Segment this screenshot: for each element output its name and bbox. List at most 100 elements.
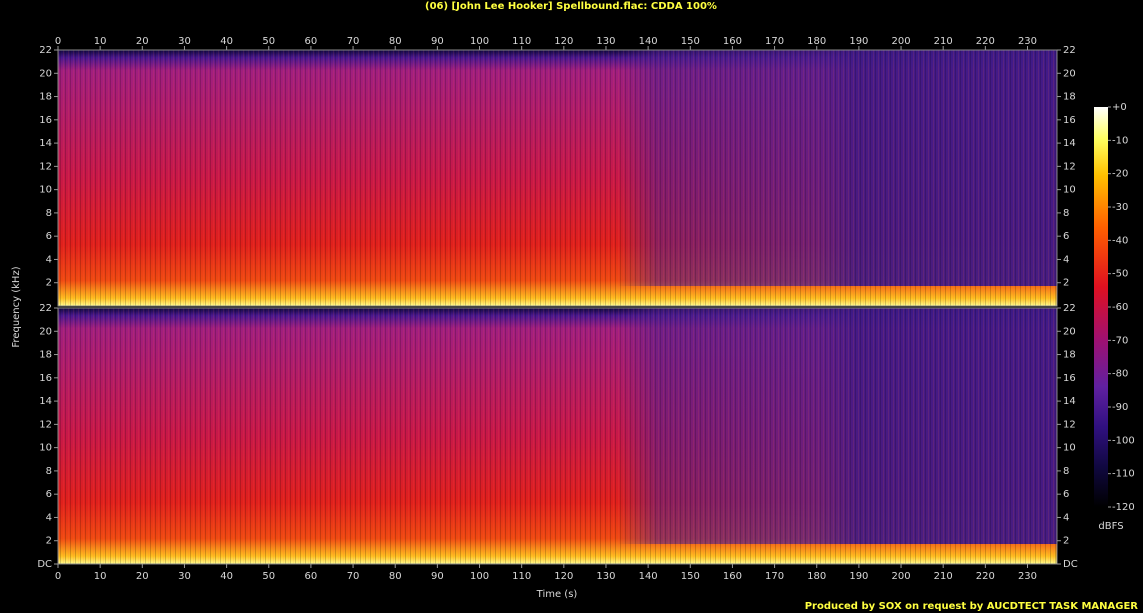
x-tick-label-top: 210 [934,36,953,47]
channel-2-texture [58,308,1057,564]
x-tick-label-bottom: 150 [681,571,700,582]
x-tick-label-bottom: 200 [891,571,910,582]
x-tick-label-bottom: 40 [220,571,233,582]
colorbar-tick-label: -100 [1112,435,1135,446]
x-tick-label-bottom: 30 [178,571,191,582]
y-tick-label-right: 4 [1063,254,1069,265]
y-tick-label-right: 22 [1063,45,1076,56]
x-tick-label-bottom: 210 [934,571,953,582]
y-tick-label-left: 6 [46,231,52,242]
x-tick-label-top: 140 [639,36,658,47]
y-tick-label-left: 2 [46,536,52,547]
x-tick-label-top: 100 [470,36,489,47]
y-tick-label-right: 12 [1063,419,1076,430]
x-tick-label-top: 160 [723,36,742,47]
x-tick-label-top: 10 [94,36,107,47]
y-tick-label-left: DC [37,559,52,570]
x-tick-label-bottom: 160 [723,571,742,582]
y-tick-label-right: 20 [1063,68,1076,79]
colorbar-tick-label: -10 [1112,135,1128,146]
x-tick-label-top: 80 [389,36,402,47]
y-tick-label-left: 10 [39,443,52,454]
colorbar-tick-label: -40 [1112,235,1128,246]
y-tick-label-left: 14 [39,138,52,149]
x-tick-label-bottom: 110 [512,571,531,582]
x-tick-label-bottom: 100 [470,571,489,582]
y-tick-label-right: 16 [1063,373,1076,384]
y-tick-label-right: 18 [1063,92,1076,103]
x-tick-label-top: 170 [765,36,784,47]
y-tick-label-left: 12 [39,161,52,172]
y-tick-label-left: 12 [39,419,52,430]
channel-1-texture [58,50,1057,306]
y-tick-label-right: 8 [1063,208,1069,219]
colorbar-tick-label: -120 [1112,502,1135,513]
x-tick-label-top: 0 [55,36,61,47]
footer: Produced by SOX on request by AUCDTECT T… [805,601,1139,612]
y-tick-label-right: 6 [1063,489,1069,500]
y-tick-label-right: 4 [1063,512,1069,523]
x-tick-label-bottom: 220 [976,571,995,582]
colorbar-tick-label: -60 [1112,302,1128,313]
y-tick-label-left: 18 [39,350,52,361]
x-tick-label-bottom: 50 [262,571,275,582]
y-tick-label-right: 8 [1063,466,1069,477]
colorbar-label: dBFS [1098,521,1123,532]
colorbar-tick-label: -70 [1112,335,1128,346]
x-axis-label: Time (s) [536,589,578,600]
y-tick-label-left: 14 [39,396,52,407]
y-tick-label-left: 20 [39,68,52,79]
x-tick-label-top: 190 [849,36,868,47]
y-tick-label-left: 6 [46,489,52,500]
y-tick-label-right: 22 [1063,303,1076,314]
chart-title: (06) [John Lee Hooker] Spellbound.flac: … [425,1,717,12]
x-tick-label-bottom: 230 [1018,571,1037,582]
y-tick-label-right: 12 [1063,161,1076,172]
y-tick-label-right: 6 [1063,231,1069,242]
y-tick-label-left: 16 [39,373,52,384]
y-tick-label-right: 16 [1063,115,1076,126]
x-tick-label-top: 40 [220,36,233,47]
x-tick-label-top: 120 [554,36,573,47]
y-tick-label-right: 2 [1063,278,1069,289]
x-tick-label-top: 180 [807,36,826,47]
x-tick-label-top: 230 [1018,36,1037,47]
x-tick-label-bottom: 70 [347,571,360,582]
x-tick-label-top: 150 [681,36,700,47]
x-tick-label-bottom: 130 [596,571,615,582]
x-tick-label-bottom: 180 [807,571,826,582]
y-tick-label-left: 2 [46,278,52,289]
x-tick-label-bottom: 90 [431,571,444,582]
x-tick-label-top: 50 [262,36,275,47]
colorbar-tick-label: -50 [1112,269,1128,280]
x-tick-label-top: 30 [178,36,191,47]
colorbar-tick-label: -90 [1112,402,1128,413]
y-tick-label-right: 2 [1063,536,1069,547]
y-tick-label-left: 18 [39,92,52,103]
x-tick-label-top: 60 [305,36,318,47]
y-tick-label-right: 20 [1063,326,1076,337]
channel-2-frame [57,307,1058,565]
x-tick-label-bottom: 60 [305,571,318,582]
x-tick-label-top: 20 [136,36,149,47]
x-tick-label-top: 110 [512,36,531,47]
y-tick-label-left: 16 [39,115,52,126]
x-tick-label-bottom: 0 [55,571,61,582]
colorbar-tick-label: +0 [1112,102,1127,113]
x-tick-label-top: 220 [976,36,995,47]
y-tick-label-left: 4 [46,512,52,523]
y-tick-label-right: 14 [1063,396,1076,407]
x-tick-label-top: 130 [596,36,615,47]
y-tick-label-left: 10 [39,185,52,196]
x-tick-label-top: 70 [347,36,360,47]
x-tick-label-bottom: 170 [765,571,784,582]
colorbar-tick-label: -20 [1112,169,1128,180]
y-tick-label-left: 22 [39,303,52,314]
colorbar-tick-label: -30 [1112,202,1128,213]
x-tick-label-top: 200 [891,36,910,47]
spectrogram-image [57,49,1058,565]
x-tick-label-bottom: 20 [136,571,149,582]
y-tick-label-right: 18 [1063,350,1076,361]
y-tick-label-right: DC [1063,559,1078,570]
